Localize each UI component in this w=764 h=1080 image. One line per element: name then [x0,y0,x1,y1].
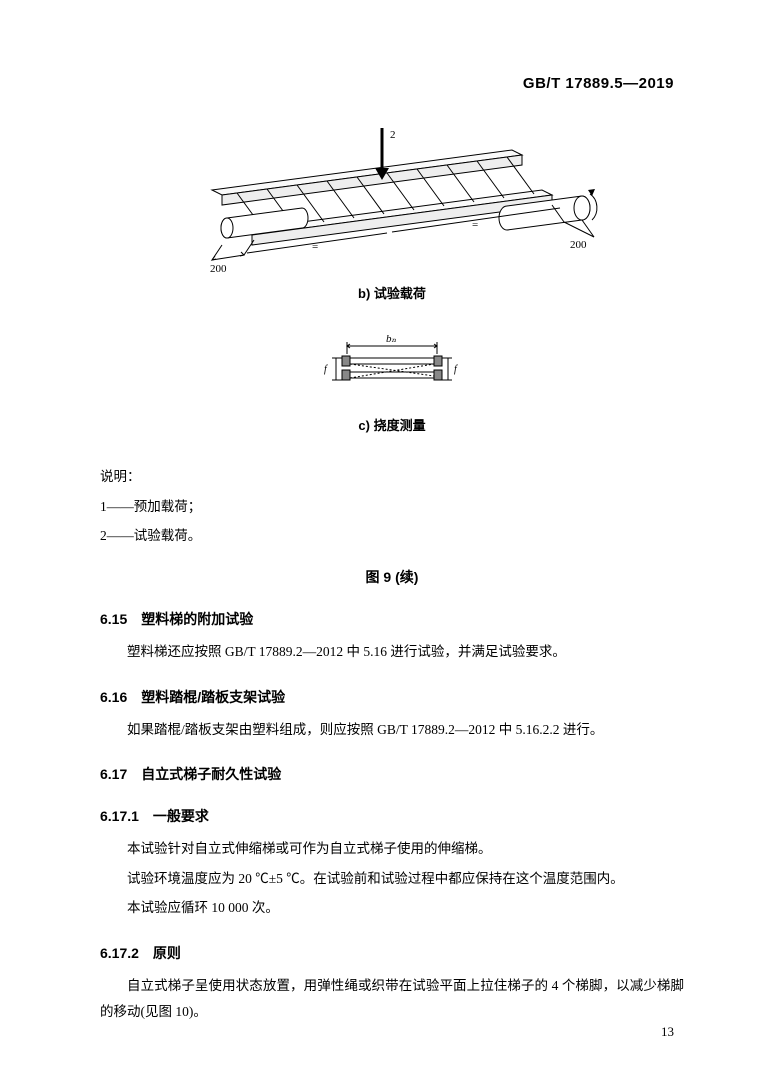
heading-6-16: 6.16 塑料踏棍/踏板支架试验 [100,687,684,707]
heading-6-17: 6.17 自立式梯子耐久性试验 [100,764,684,784]
f-right: f [454,364,458,375]
figure-c: bₙ f f c) 挠度测量 [100,332,684,434]
text-6-16: 如果踏棍/踏板支架由塑料组成，则应按照 GB/T 17889.2—2012 中 … [100,717,684,743]
dim-left-label: 200 [210,263,227,275]
ladder-diagram-icon: 2 200 200 = = [172,120,612,275]
page-number: 13 [661,1024,674,1040]
eq-right: = [472,219,478,231]
figure-c-caption: c) 挠度测量 [100,415,684,434]
text-6-15: 塑料梯还应按照 GB/T 17889.2—2012 中 5.16 进行试验，并满… [100,639,684,665]
text-6-17-2-p1: 自立式梯子呈使用状态放置，用弹性绳或织带在试验平面上拉住梯子的 4 个梯脚，以减… [100,973,684,1024]
legend-item-2: 2——试验载荷。 [100,523,684,549]
text-6-17-1-p2: 试验环境温度应为 20 ℃±5 ℃。在试验前和试验过程中都应保持在这个温度范围内… [100,866,684,892]
legend-item-1: 1——预加载荷； [100,494,684,520]
document-page: GB/T 17889.5—2019 [0,0,764,1080]
heading-6-17-2: 6.17.2 原则 [100,943,684,963]
text-6-17-1-p3: 本试验应循环 10 000 次。 [100,895,684,921]
bn-label: bₙ [386,333,397,345]
heading-6-17-1: 6.17.1 一般要求 [100,806,684,826]
eq-left: = [312,241,318,253]
dim-right-label: 200 [570,239,587,251]
heading-6-15: 6.15 塑料梯的附加试验 [100,609,684,629]
legend-block: 说明： 1——预加载荷； 2——试验载荷。 [100,464,684,549]
legend-title: 说明： [100,464,684,490]
deflection-diagram-icon: bₙ f f [302,332,482,402]
text-6-17-1-p1: 本试验针对自立式伸缩梯或可作为自立式梯子使用的伸缩梯。 [100,836,684,862]
f-left: f [324,364,328,375]
figure-title: 图 9 (续) [100,567,684,587]
doc-code: GB/T 17889.5—2019 [523,75,674,92]
figure-b-caption: b) 试验载荷 [100,283,684,302]
figure-b: 2 200 200 = = b) 试验载荷 [100,120,684,302]
arrow-label: 2 [390,129,396,141]
